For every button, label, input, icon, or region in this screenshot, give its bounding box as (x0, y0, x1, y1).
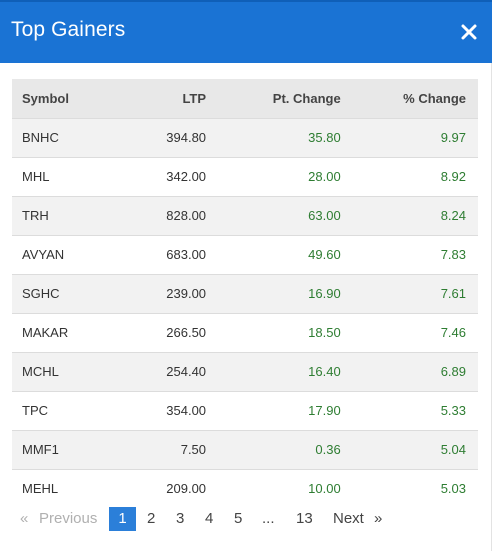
cell-pct-change: 7.46 (440, 325, 466, 340)
cell-ltp: 7.50 (180, 442, 207, 457)
cell-symbol[interactable]: BNHC (22, 130, 59, 145)
cell-symbol[interactable]: TRH (22, 208, 49, 223)
modal-title: Top Gainers (11, 18, 126, 41)
modal-header: Top Gainers (0, 0, 492, 63)
cell-ltp: 683.00 (166, 247, 207, 262)
column-header-pct-change[interactable]: % Change (403, 90, 466, 106)
cell-pct-change: 9.97 (440, 130, 466, 145)
cell-pt-change: 10.00 (308, 481, 341, 497)
cell-ltp: 342.00 (166, 169, 207, 184)
table-row[interactable]: SGHC 239.00 16.90 7.61 (12, 274, 478, 313)
gainers-table-container: Symbol LTP Pt. Change % Change BNHC 394.… (12, 79, 478, 508)
cell-pct-change: 5.04 (440, 442, 466, 457)
cell-symbol[interactable]: SGHC (22, 286, 60, 301)
table-row[interactable]: AVYAN 683.00 49.60 7.83 (12, 235, 478, 274)
table-row[interactable]: BNHC 394.80 35.80 9.97 (12, 118, 478, 157)
cell-symbol[interactable]: MAKAR (22, 325, 69, 340)
cell-ltp: 354.00 (166, 403, 207, 418)
column-header-symbol[interactable]: Symbol (22, 90, 69, 106)
prev-button: Previous (39, 510, 98, 527)
next-button[interactable]: Next (333, 510, 364, 527)
column-header-ltp[interactable]: LTP (182, 90, 207, 106)
cell-pt-change: 63.00 (308, 208, 341, 223)
next-arrow[interactable]: » (374, 510, 383, 527)
cell-pt-change: 17.90 (308, 403, 341, 418)
cell-ltp: 254.40 (166, 364, 207, 379)
cell-pct-change: 8.92 (440, 169, 466, 184)
table-row[interactable]: MEHL 209.00 10.00 5.03 (12, 469, 478, 508)
cell-symbol[interactable]: TPC (22, 403, 48, 418)
cell-pt-change: 18.50 (308, 325, 341, 340)
table-row[interactable]: MMF1 7.50 0.36 5.04 (12, 430, 478, 469)
page-4-button[interactable]: 4 (205, 510, 214, 527)
cell-pt-change: 35.80 (308, 130, 341, 145)
cell-ltp: 239.00 (166, 286, 207, 301)
cell-pt-change: 49.60 (308, 247, 341, 262)
cell-pt-change: 28.00 (308, 169, 341, 184)
cell-symbol[interactable]: MEHL (22, 481, 59, 497)
cell-pct-change: 5.33 (440, 403, 466, 418)
cell-symbol[interactable]: AVYAN (22, 247, 65, 262)
cell-ltp: 828.00 (166, 208, 207, 223)
table-body: BNHC 394.80 35.80 9.97 MHL 342.00 28.00 … (12, 118, 478, 508)
cell-ltp: 394.80 (166, 130, 207, 145)
table-row[interactable]: TRH 828.00 63.00 8.24 (12, 196, 478, 235)
cell-symbol[interactable]: MCHL (22, 364, 59, 379)
table-row[interactable]: MHL 342.00 28.00 8.92 (12, 157, 478, 196)
cell-symbol[interactable]: MMF1 (22, 442, 59, 457)
table-row[interactable]: TPC 354.00 17.90 5.33 (12, 391, 478, 430)
page-13-button[interactable]: 13 (296, 510, 313, 527)
cell-pct-change: 8.24 (440, 208, 466, 223)
table-row[interactable]: MAKAR 266.50 18.50 7.46 (12, 313, 478, 352)
page-3-button[interactable]: 3 (176, 510, 185, 527)
header-row: Symbol LTP Pt. Change % Change (12, 79, 478, 118)
cell-pct-change: 5.03 (440, 481, 466, 497)
cell-pct-change: 7.61 (440, 286, 466, 301)
cell-symbol[interactable]: MHL (22, 169, 50, 184)
cell-pct-change: 6.89 (440, 364, 466, 379)
pagination: « Previous 1 2 3 4 5 ... 13 Next » (0, 506, 492, 532)
pagination-ellipsis: ... (262, 510, 275, 527)
cell-pct-change: 7.83 (440, 247, 466, 262)
cell-pt-change: 16.90 (308, 286, 341, 301)
page-5-button[interactable]: 5 (234, 510, 243, 527)
gainers-table: Symbol LTP Pt. Change % Change BNHC 394.… (12, 79, 478, 508)
cell-pt-change: 0.36 (315, 442, 341, 457)
prev-arrow: « (20, 510, 29, 527)
table-header: Symbol LTP Pt. Change % Change (12, 79, 478, 118)
page-2-button[interactable]: 2 (147, 510, 156, 527)
close-button[interactable] (458, 21, 480, 43)
cell-ltp: 266.50 (166, 325, 207, 340)
page-1-button[interactable]: 1 (109, 507, 136, 531)
table-row[interactable]: MCHL 254.40 16.40 6.89 (12, 352, 478, 391)
cell-pt-change: 16.40 (308, 364, 341, 379)
cell-ltp: 209.00 (166, 481, 207, 497)
close-icon (461, 24, 477, 40)
column-header-pt-change[interactable]: Pt. Change (272, 90, 341, 106)
